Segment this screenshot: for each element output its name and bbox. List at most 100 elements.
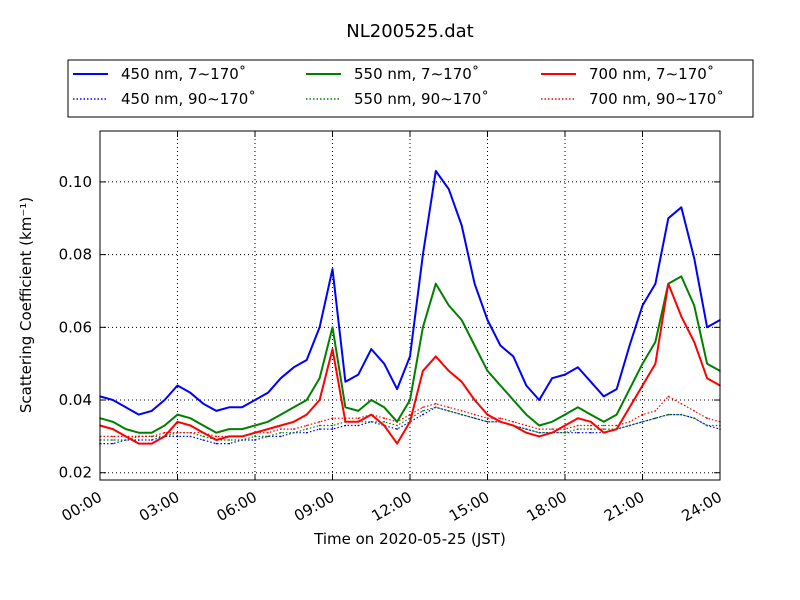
data-point xyxy=(396,428,398,430)
data-point xyxy=(577,406,579,409)
x-tick-label: 06:00 xyxy=(214,488,260,525)
data-point xyxy=(228,435,230,438)
data-point xyxy=(512,421,515,423)
data-point xyxy=(125,406,127,409)
data-point xyxy=(512,424,515,427)
data-point xyxy=(215,435,218,438)
data-point xyxy=(486,370,489,372)
data-point xyxy=(603,431,605,434)
data-point xyxy=(280,435,282,438)
data-point xyxy=(293,428,295,430)
data-point xyxy=(396,424,398,427)
data-point xyxy=(422,326,424,329)
data-point xyxy=(383,362,386,365)
data-point xyxy=(680,402,683,405)
data-point xyxy=(267,392,269,394)
data-point xyxy=(215,442,218,445)
data-point xyxy=(254,435,256,438)
data-point xyxy=(318,399,321,401)
data-point xyxy=(215,410,218,412)
data-point xyxy=(163,424,166,427)
series-line-5 xyxy=(100,395,721,437)
data-point xyxy=(448,370,450,372)
data-point xyxy=(654,341,657,343)
y-tick-label: 0.04 xyxy=(59,391,92,409)
data-point xyxy=(538,431,540,434)
data-point xyxy=(125,435,127,438)
data-point xyxy=(331,428,334,430)
data-point xyxy=(150,435,153,438)
data-point xyxy=(499,421,502,423)
x-tick-label: 21:00 xyxy=(601,488,647,525)
data-point xyxy=(706,377,708,380)
data-point xyxy=(305,413,308,416)
data-point xyxy=(551,421,553,423)
data-point xyxy=(577,424,579,427)
data-point xyxy=(241,439,243,441)
data-point xyxy=(280,377,282,380)
data-point xyxy=(448,188,450,190)
data-point xyxy=(267,431,269,434)
data-point xyxy=(538,428,540,430)
data-point xyxy=(344,417,347,420)
data-point xyxy=(615,428,618,430)
data-point xyxy=(176,421,179,423)
data-point xyxy=(254,439,256,441)
chart-title: NL200525.dat xyxy=(346,21,473,42)
data-point xyxy=(615,424,618,427)
data-point xyxy=(163,435,166,438)
data-point xyxy=(486,413,489,416)
data-point xyxy=(512,399,515,401)
legend-label-3: 550 nm, 90∼170˚ xyxy=(354,90,489,108)
x-tick-label: 24:00 xyxy=(679,488,725,525)
data-point xyxy=(525,431,528,434)
data-point xyxy=(422,410,424,412)
data-point xyxy=(228,406,230,409)
y-axis-label: Scattering Coefficient (km⁻¹) xyxy=(17,197,35,413)
data-point xyxy=(189,392,192,394)
data-point xyxy=(706,417,708,420)
y-tick-label: 0.10 xyxy=(59,173,92,191)
data-point xyxy=(318,326,321,329)
data-point xyxy=(125,428,127,430)
y-tick-label: 0.02 xyxy=(59,464,92,482)
data-point xyxy=(254,399,256,401)
data-point xyxy=(422,370,424,372)
data-point xyxy=(435,406,437,409)
x-tick-label: 09:00 xyxy=(291,488,337,525)
data-point xyxy=(551,428,553,430)
x-tick-label: 18:00 xyxy=(524,488,570,525)
data-point xyxy=(577,366,579,369)
data-point xyxy=(370,421,373,423)
data-point xyxy=(590,381,592,383)
data-point xyxy=(654,282,657,285)
data-point xyxy=(138,442,140,445)
data-point xyxy=(460,413,463,416)
data-point xyxy=(603,421,605,423)
data-point xyxy=(460,319,463,321)
data-point xyxy=(538,435,540,438)
data-point xyxy=(693,341,695,343)
data-point xyxy=(435,170,437,172)
data-point xyxy=(112,442,114,445)
data-point xyxy=(409,413,411,416)
data-point xyxy=(577,428,579,430)
data-point xyxy=(641,362,644,365)
axis-ticks: 00:00 03:00 06:00 09:00 12:00 15:00 18:00 21:00… xyxy=(59,131,725,525)
grid xyxy=(99,131,721,480)
data-point xyxy=(344,421,347,423)
data-point xyxy=(241,428,243,430)
data-point xyxy=(667,217,670,220)
data-point xyxy=(448,410,450,412)
data-point xyxy=(680,275,683,278)
data-point xyxy=(138,435,140,438)
data-point xyxy=(138,439,140,441)
data-point xyxy=(357,421,360,423)
data-point xyxy=(525,413,528,416)
data-point xyxy=(189,435,192,438)
data-point xyxy=(628,424,631,427)
data-point xyxy=(396,421,398,423)
data-point xyxy=(435,282,437,285)
data-point xyxy=(706,424,708,427)
